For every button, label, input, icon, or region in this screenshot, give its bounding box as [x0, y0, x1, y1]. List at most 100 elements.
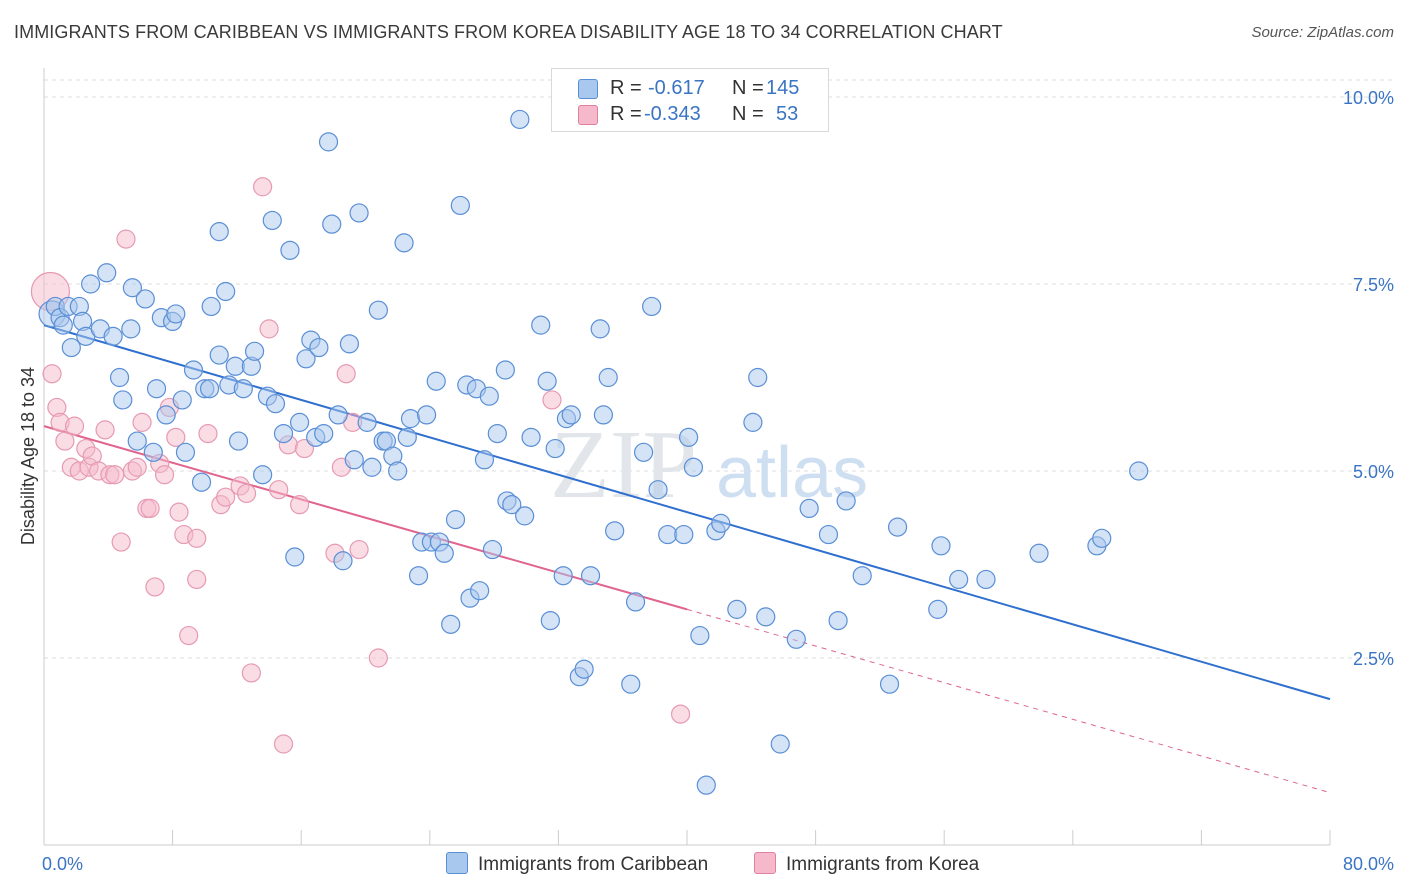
caribbean-point-68	[394, 233, 414, 253]
caribbean-point-79	[445, 510, 466, 530]
caribbean-point-111	[633, 442, 654, 462]
korea-point-15	[111, 532, 131, 552]
caribbean-point-91	[502, 495, 522, 515]
watermark: ZIP atlas	[550, 411, 868, 519]
caribbean-point-98	[545, 438, 565, 459]
legend-swatch-caribbean	[446, 852, 468, 874]
korea-point-50	[368, 648, 388, 668]
caribbean-point-67	[388, 461, 408, 481]
caribbean-point-130	[828, 610, 848, 631]
caribbean-point-11	[97, 263, 117, 283]
caribbean-point-78	[441, 614, 461, 634]
caribbean-point-56	[328, 405, 348, 425]
caribbean-point-135	[928, 599, 948, 619]
caribbean-point-37	[228, 431, 249, 451]
caribbean-point-34	[216, 281, 236, 302]
caribbean-point-14	[113, 390, 133, 410]
caribbean-point-88	[487, 424, 507, 444]
caribbean-point-17	[127, 431, 147, 451]
korea-point-36	[236, 483, 257, 504]
caribbean-point-57	[333, 551, 353, 571]
korea-point-27	[169, 502, 189, 522]
legend-item-caribbean: Immigrants from Caribbean	[446, 852, 708, 876]
caribbean-point-125	[756, 607, 776, 627]
chart-title: IMMIGRANTS FROM CARIBBEAN VS IMMIGRANTS …	[14, 22, 1003, 42]
legend-n-value-caribbean: 145	[766, 77, 800, 99]
caribbean-point-27	[183, 360, 204, 380]
korea-point-22	[145, 577, 165, 597]
caribbean-point-138	[976, 569, 996, 590]
caribbean-point-33	[209, 222, 229, 242]
axes	[43, 68, 1331, 846]
caribbean-point-116	[679, 427, 699, 447]
caribbean-point-115	[674, 524, 694, 545]
chart-source: Source: ZipAtlas.com	[1251, 24, 1394, 41]
korea-point-6	[64, 416, 85, 436]
caribbean-point-54	[318, 132, 339, 152]
caribbean-point-73	[416, 405, 437, 425]
caribbean-point-118	[690, 625, 710, 646]
korea-point-31	[187, 528, 207, 548]
legend-n-value-korea: 53	[776, 103, 799, 125]
caribbean-point-61	[357, 412, 377, 432]
korea-point-29	[179, 625, 199, 646]
x-tick-label-1: 80.0%	[1343, 854, 1394, 874]
series-caribbean-points	[38, 109, 1149, 795]
caribbean-point-127	[786, 629, 806, 649]
caribbean-point-96	[537, 371, 557, 391]
caribbean-point-121	[711, 513, 731, 533]
caribbean-point-32	[209, 345, 229, 365]
caribbean-point-77	[434, 543, 454, 563]
caribbean-point-46	[280, 240, 300, 260]
stats-legend: R = -0.617 N = 145 R = -0.343 N = 53	[551, 68, 829, 132]
korea-point-41	[273, 734, 294, 754]
caribbean-point-104	[580, 566, 601, 586]
legend-r-value-caribbean: -0.617	[648, 77, 705, 99]
korea-point-24	[154, 465, 175, 485]
caribbean-point-93	[515, 506, 535, 526]
legend-n-label: N =	[732, 103, 764, 125]
caribbean-point-85	[474, 450, 495, 470]
caribbean-point-139	[1029, 543, 1049, 563]
caribbean-point-99	[553, 566, 573, 586]
korea-point-49	[349, 539, 369, 560]
caribbean-point-60	[349, 203, 369, 223]
caribbean-point-53	[314, 424, 334, 444]
y-axis-label: Disability Age 18 to 34	[18, 367, 38, 545]
caribbean-point-47	[285, 547, 305, 567]
caribbean-point-49	[296, 349, 316, 369]
caribbean-point-41	[253, 465, 273, 485]
legend-row-caribbean: R = -0.617 N = 145	[552, 75, 828, 101]
caribbean-point-28	[191, 472, 212, 492]
korea-point-12	[95, 420, 115, 440]
caribbean-point-9	[81, 274, 101, 294]
y-tick-labels: 2.5% 5.0% 7.5% 10.0%	[1343, 88, 1394, 669]
caribbean-point-43	[262, 210, 282, 231]
caribbean-point-128	[799, 498, 819, 518]
legend-n-label: N =	[732, 77, 764, 99]
caribbean-point-86	[479, 386, 499, 406]
watermark-zip: ZIP	[550, 411, 697, 519]
y-tick-label-1: 5.0%	[1353, 462, 1394, 482]
caribbean-point-20	[146, 379, 167, 399]
legend-item-korea: Immigrants from Korea	[754, 852, 979, 876]
caribbean-point-12	[103, 326, 123, 346]
caribbean-point-19	[143, 442, 163, 462]
legend-label-korea: Immigrants from Korea	[786, 854, 980, 875]
legend-r-label: R =	[610, 103, 642, 125]
trend-line-caribbean	[43, 324, 1331, 701]
caribbean-point-75	[426, 371, 446, 391]
caribbean-point-3	[53, 315, 73, 335]
caribbean-point-89	[495, 360, 515, 380]
series-korea-points	[30, 177, 691, 754]
caribbean-point-108	[605, 521, 625, 541]
korea-point-4	[55, 431, 75, 451]
caribbean-point-40	[244, 341, 265, 361]
korea-point-51	[542, 390, 562, 410]
legend-row-korea: R = -0.343 N = 53	[552, 101, 828, 127]
caribbean-point-59	[344, 450, 364, 470]
y-tick-label-0: 2.5%	[1353, 649, 1394, 669]
caribbean-point-132	[852, 566, 872, 586]
caribbean-point-84	[470, 581, 490, 601]
